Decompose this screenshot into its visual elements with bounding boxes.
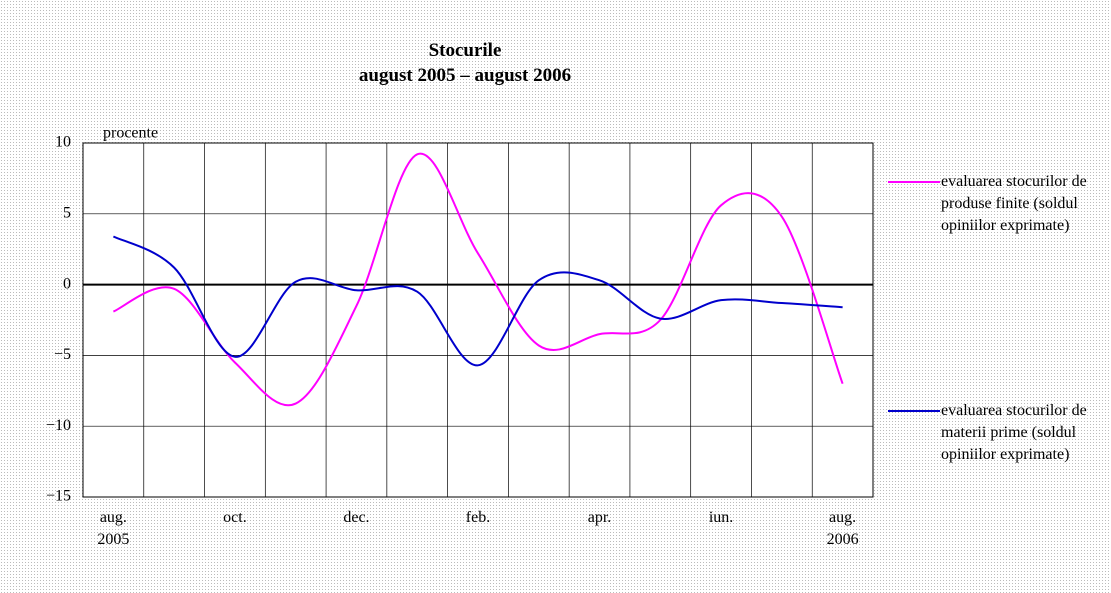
y-tick-label: −10 [46, 417, 71, 434]
x-tick-label: aug. 2006 [826, 509, 859, 548]
chart-title: Stocurile august 2005 – august 2006 [0, 38, 930, 88]
y-axis-label: procente [103, 125, 158, 142]
legend-label: evaluarea stocurilor de produse finite (… [941, 173, 1087, 234]
x-tick-label: oct. [223, 509, 247, 526]
series-line [112, 235, 843, 367]
y-tick-label: 5 [63, 204, 71, 221]
y-tick-label: 0 [63, 275, 71, 292]
y-tick-label: −15 [46, 488, 71, 505]
x-tick-label: dec. [343, 509, 370, 526]
x-tick-label: apr. [587, 509, 612, 526]
x-tick-label: aug. 2005 [97, 509, 130, 548]
y-tick-label: −5 [54, 346, 71, 363]
y-tick-label: 10 [55, 134, 71, 151]
x-tick-label: feb. [465, 509, 491, 526]
title: Stocurile [428, 40, 502, 61]
series-line [112, 152, 844, 407]
x-tick-label: iun. [708, 509, 734, 526]
plot-area [82, 142, 874, 498]
legend-label: evaluarea stocurilor de materii prime (s… [941, 402, 1087, 463]
subtitle: august 2005 – august 2006 [358, 65, 572, 86]
